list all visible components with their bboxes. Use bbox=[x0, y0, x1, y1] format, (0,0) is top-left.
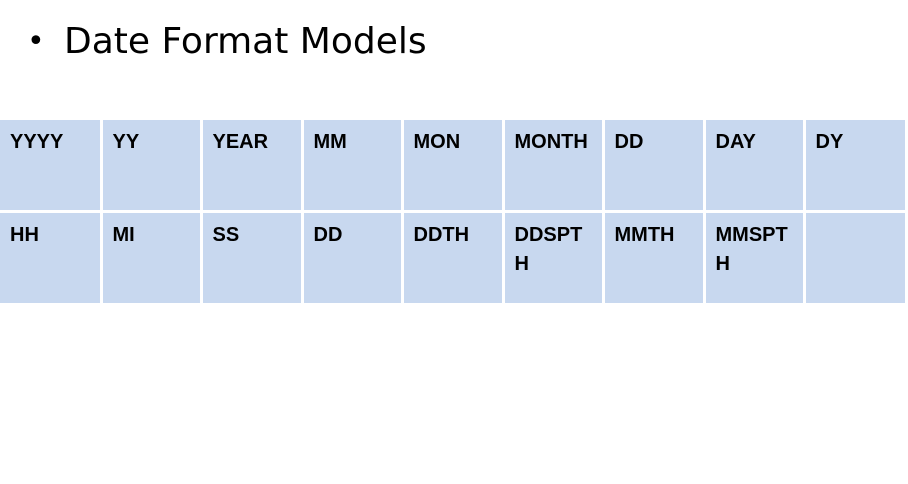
table-cell: SS bbox=[199, 210, 304, 306]
table-cell: MI bbox=[99, 210, 203, 306]
table-cell: MMSPTH bbox=[702, 210, 806, 306]
table-row: HH MI SS DD DDTH DDSPTH MMTH MMSPTH bbox=[0, 210, 905, 306]
bullet-text: Date Format Models bbox=[64, 20, 427, 62]
table-cell bbox=[802, 210, 905, 306]
table-cell: YEAR bbox=[199, 120, 304, 213]
table-cell: YYYY bbox=[0, 120, 103, 213]
table-cell: MON bbox=[400, 120, 505, 213]
table-cell: DDSPTH bbox=[501, 210, 605, 306]
table-cell: DAY bbox=[702, 120, 806, 213]
table-cell: MMTH bbox=[601, 210, 706, 306]
table-cell: DD bbox=[300, 210, 404, 306]
table-cell: DDTH bbox=[400, 210, 505, 306]
table-cell: DY bbox=[802, 120, 905, 213]
format-table: YYYY YY YEAR MM MON MONTH DD DAY DY HH M… bbox=[0, 120, 905, 306]
table-cell: DD bbox=[601, 120, 706, 213]
bullet-item: • Date Format Models bbox=[27, 18, 427, 64]
table-row: YYYY YY YEAR MM MON MONTH DD DAY DY bbox=[0, 120, 905, 213]
table-cell: HH bbox=[0, 210, 103, 306]
table-cell: MONTH bbox=[501, 120, 605, 213]
table-cell: YY bbox=[99, 120, 203, 213]
bullet-icon: • bbox=[27, 23, 45, 59]
table-cell: MM bbox=[300, 120, 404, 213]
